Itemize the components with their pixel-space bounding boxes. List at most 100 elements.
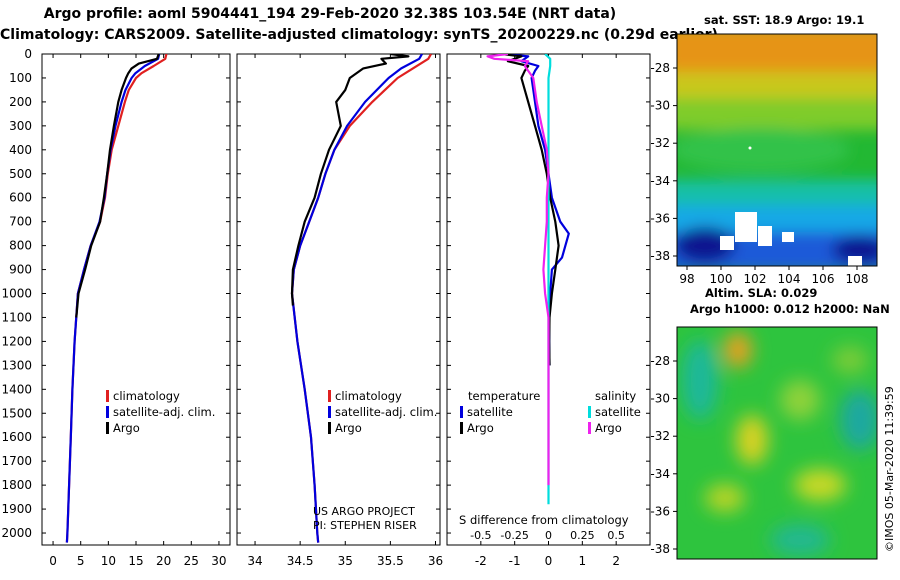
sla-map-title-line2: Argo h1000: 0.012 h2000: NaN	[690, 302, 890, 316]
x-tick-label-salinity: 0	[545, 529, 552, 542]
series-line-salinity-argo	[486, 54, 550, 486]
sla-y-axis: -28 -30 -32 -34 -36 -38	[650, 354, 677, 556]
legend-label-climatology: climatology	[113, 389, 180, 403]
sst-band-lightgreen	[677, 98, 877, 130]
sla-patch-teal3	[770, 524, 830, 556]
sst-argo-marker	[748, 146, 752, 150]
legend-label-satellite: satellite-adj. clim.	[335, 405, 437, 419]
legend-swatch-sal-satellite	[588, 406, 591, 418]
x-tick-label: -2	[475, 554, 487, 568]
sst-map-frame	[676, 33, 878, 267]
map-y-tick-label: -36	[650, 211, 670, 225]
sla-map-frame	[676, 326, 878, 560]
map-y-tick-label: -38	[650, 249, 670, 263]
depth-tick-label: 1000	[1, 287, 32, 301]
x-tick-label: 5	[77, 554, 85, 568]
depth-tick-label: 1100	[1, 310, 32, 324]
depth-tick-label: 1200	[1, 334, 32, 348]
x-tick-label: 35	[338, 554, 353, 568]
sla-patch-yellow2	[705, 484, 745, 512]
series-line-argo	[75, 54, 160, 318]
salinity-panel-frame	[236, 53, 441, 546]
map-y-tick-label: -34	[650, 174, 670, 188]
legend-label-sal-satellite: satellite	[595, 405, 641, 419]
x-tick-label: 34	[247, 554, 262, 568]
map-y-tick-label: -32	[650, 429, 670, 443]
chart-title-line2: Climatology: CARS2009. Satellite-adjuste…	[0, 27, 718, 43]
series-line-climatology	[65, 54, 168, 543]
sla-map-title-line1: Altim. SLA: 0.029	[705, 286, 817, 300]
sla-patch-yellow3	[794, 469, 846, 501]
depth-tick-label: 900	[9, 263, 32, 277]
legend-swatch-argo	[328, 422, 331, 434]
sla-map	[677, 327, 877, 559]
temperature-series-group	[65, 54, 168, 543]
depth-tick-label: 2000	[1, 526, 32, 540]
x-tick-label-salinity: -0.25	[500, 529, 528, 542]
depth-tick-label: 600	[9, 191, 32, 205]
chart-title-line1: Argo profile: aoml 5904441_194 29-Feb-20…	[43, 6, 617, 22]
map-y-tick-label: -30	[650, 392, 670, 406]
depth-tick-label: 1500	[1, 406, 32, 420]
depth-axis: 0 100 200 300 400 500 600 700 800 900 1000 1100 1200…	[1, 47, 650, 540]
temperature-x-axis: 0 5 10 15 20 25 30	[49, 54, 227, 568]
watermark: ©IMOS 05-Mar-2020 11:39:59	[883, 386, 896, 552]
depth-tick-label: 300	[9, 119, 32, 133]
series-line-temperature-satellite	[504, 54, 570, 366]
legend-swatch-climatology	[106, 390, 109, 402]
legend-swatch-temp-argo	[460, 422, 463, 434]
temperature-legend: climatology satellite-adj. clim. Argo	[106, 389, 215, 435]
map-x-tick-label: 108	[846, 272, 869, 286]
legend-swatch-satellite	[328, 406, 331, 418]
legend-header-temperature: temperature	[468, 389, 540, 403]
salinity-series-group	[290, 54, 432, 543]
x-tick-label: 1	[579, 554, 587, 568]
legend-label-satellite: satellite-adj. clim.	[113, 405, 215, 419]
legend-label-argo: Argo	[113, 421, 140, 435]
x-tick-label: 20	[156, 554, 171, 568]
difference-series-group	[486, 54, 570, 505]
depth-tick-label: 700	[9, 215, 32, 229]
sst-patch-green	[677, 128, 850, 172]
legend-swatch-climatology	[328, 390, 331, 402]
sla-patch-yellow1	[736, 415, 768, 465]
sst-cloud-mask	[735, 212, 757, 242]
legend-swatch-sal-argo	[588, 422, 591, 434]
series-line-argo	[290, 54, 410, 306]
map-y-tick-label: -34	[650, 467, 670, 481]
legend-swatch-satellite	[106, 406, 109, 418]
x-tick-label: 15	[128, 554, 143, 568]
sst-y-axis: -28 -30 -32 -34 -36 -38	[650, 61, 677, 263]
map-x-tick-label: 100	[710, 272, 733, 286]
map-y-tick-label: -28	[650, 61, 670, 75]
map-x-tick-label: 102	[744, 272, 767, 286]
x-tick-label: 0	[545, 554, 553, 568]
sla-patch-teal1	[682, 340, 718, 420]
map-y-tick-label: -30	[650, 99, 670, 113]
map-y-tick-label: -32	[650, 136, 670, 150]
legend-label-climatology: climatology	[335, 389, 402, 403]
sla-patch-light2	[832, 346, 868, 374]
sst-band-warm	[677, 34, 877, 80]
x-tick-label-salinity: -0.5	[470, 529, 491, 542]
map-x-tick-label: 104	[778, 272, 801, 286]
map-y-tick-label: -28	[650, 354, 670, 368]
x-tick-label: 34.5	[287, 554, 314, 568]
sst-map	[677, 34, 877, 266]
sst-cloud-mask2	[758, 226, 772, 246]
depth-tick-label: 1600	[1, 430, 32, 444]
depth-tick-label: 0	[24, 47, 32, 61]
sla-patch-teal2	[840, 390, 877, 450]
sst-cloud-mask5	[848, 256, 862, 266]
depth-tick-label: 1900	[1, 502, 32, 516]
difference-x-axis: -2 -1 0 1 2 -0.5 -0.25 0 0.25 0.5	[470, 54, 625, 568]
depth-tick-label: 800	[9, 239, 32, 253]
legend-label-temp-argo: Argo	[467, 421, 494, 435]
sst-band-yellow	[677, 72, 877, 102]
map-x-tick-label: 98	[679, 272, 694, 286]
depth-tick-label: 1400	[1, 382, 32, 396]
x-tick-label: 30	[211, 554, 226, 568]
depth-tick-label: 100	[9, 71, 32, 85]
sst-cloud-mask3	[720, 236, 734, 250]
